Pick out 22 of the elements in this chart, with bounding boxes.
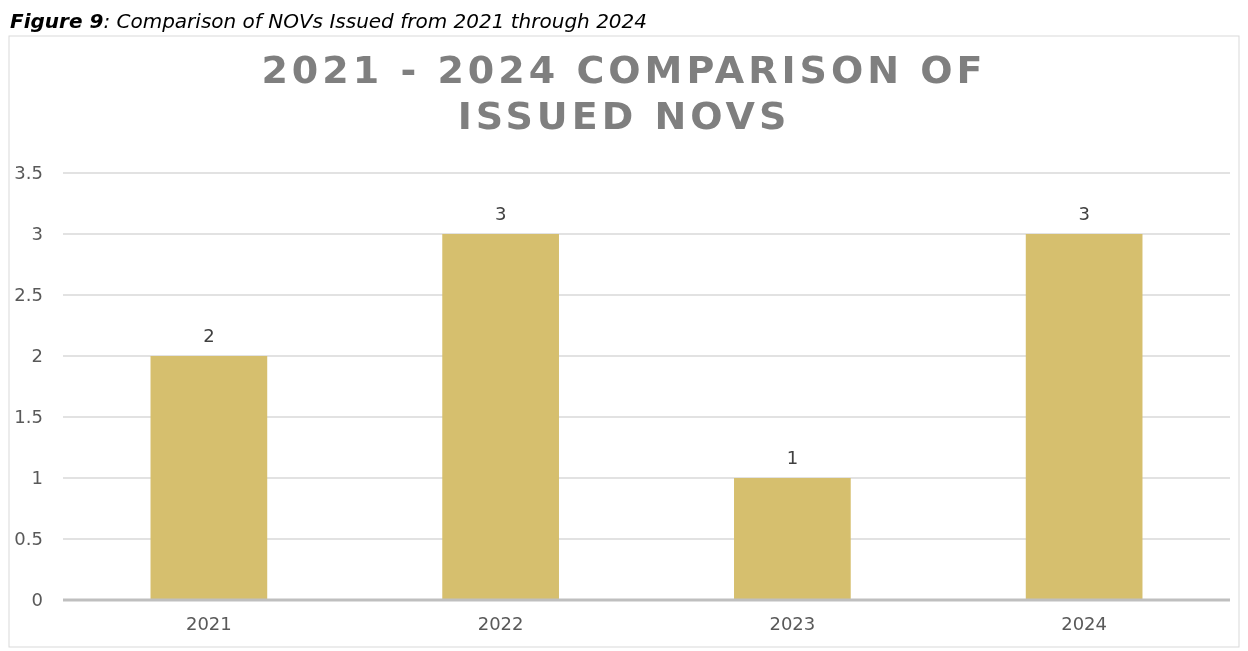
x-tick-label: 2021 [185,613,232,634]
y-tick-label: 0.5 [14,528,43,550]
data-label: 2 [203,325,215,346]
y-tick-label: 3.5 [14,162,43,184]
data-label: 3 [1078,203,1090,224]
bar [734,478,851,600]
y-tick-label: 1 [31,467,43,489]
data-label: 1 [786,447,799,468]
bar [442,234,559,600]
y-tick-label: 0 [31,589,43,611]
data-label: 3 [494,203,507,224]
y-tick-label: 3 [31,223,43,245]
chart-title: 2021 - 2024 COMPARISON OF ISSUED NOVS [261,48,987,138]
x-tick-label: 2023 [769,613,816,634]
x-tick-label: 2022 [477,613,524,634]
bar [150,356,268,600]
y-tick-label: 1.5 [14,406,43,428]
y-tick-label: 2 [31,345,43,367]
bar [1025,234,1143,600]
y-tick-label: 2.5 [14,284,43,306]
caption: Figure 9: Comparison of NOVs Issued from 2021 through 2024 [10,9,648,33]
x-tick-label: 2024 [1061,613,1108,634]
